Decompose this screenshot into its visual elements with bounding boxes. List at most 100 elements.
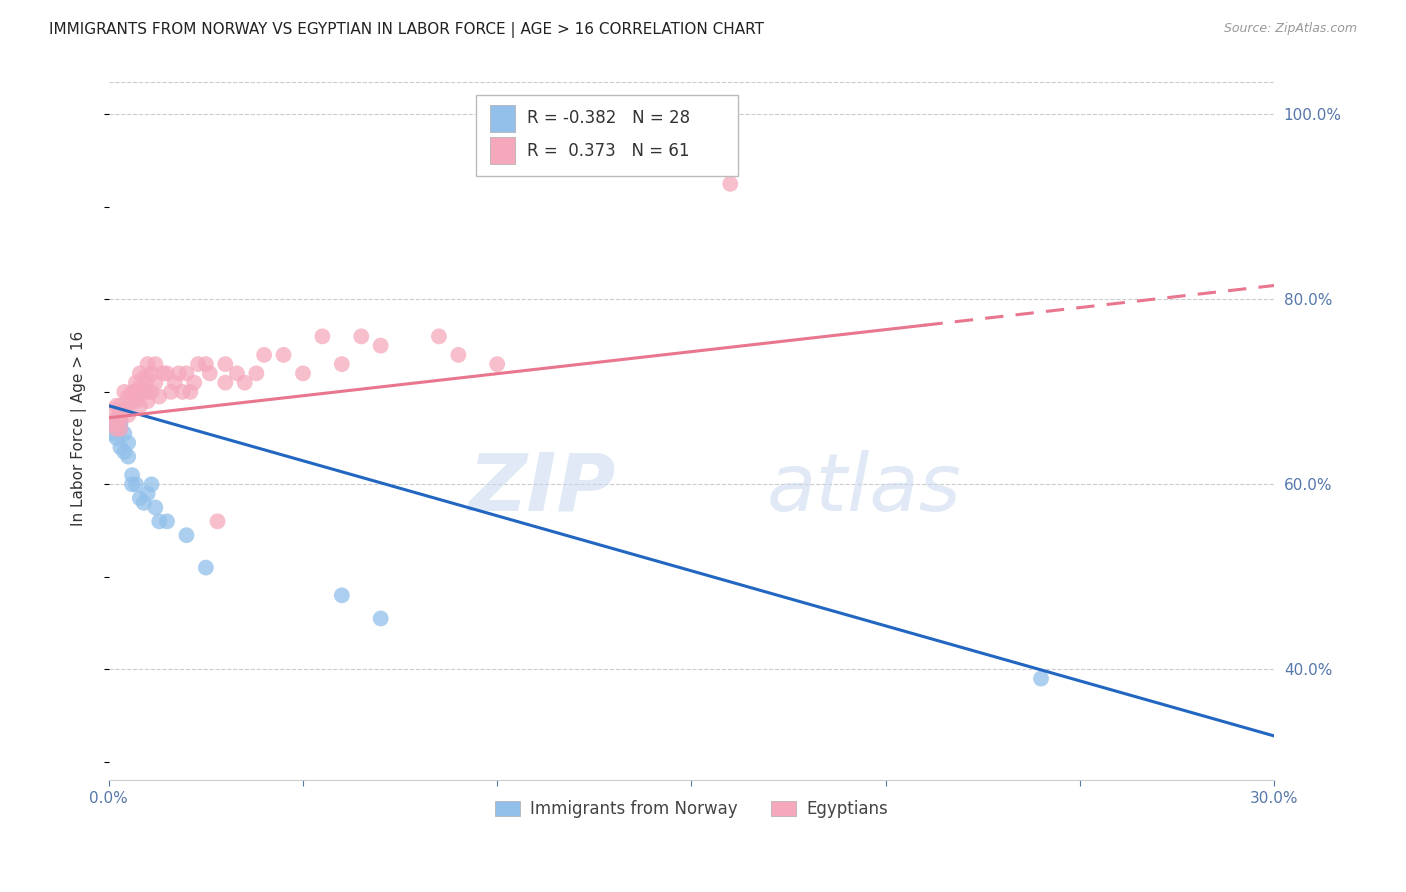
Point	[214, 357, 236, 371]
Point	[136, 371, 159, 385]
Point	[148, 514, 170, 528]
Point	[132, 371, 155, 385]
Point	[117, 435, 139, 450]
Point	[110, 422, 132, 436]
Point	[207, 514, 229, 528]
Point	[125, 477, 148, 491]
Point	[105, 412, 128, 426]
Point	[160, 384, 183, 399]
Point	[176, 528, 198, 542]
Point	[245, 367, 267, 381]
Point	[125, 394, 148, 409]
Point	[112, 403, 135, 417]
Point	[273, 348, 295, 362]
Text: IMMIGRANTS FROM NORWAY VS EGYPTIAN IN LABOR FORCE | AGE > 16 CORRELATION CHART: IMMIGRANTS FROM NORWAY VS EGYPTIAN IN LA…	[49, 22, 765, 38]
Point	[141, 367, 163, 381]
Point	[194, 560, 217, 574]
FancyBboxPatch shape	[475, 95, 738, 176]
Text: R = -0.382   N = 28: R = -0.382 N = 28	[527, 109, 690, 128]
FancyBboxPatch shape	[489, 105, 516, 131]
Point	[121, 384, 143, 399]
Point	[167, 367, 190, 381]
Point	[112, 445, 135, 459]
Legend: Immigrants from Norway, Egyptians: Immigrants from Norway, Egyptians	[488, 793, 894, 825]
Point	[101, 426, 124, 441]
Text: Source: ZipAtlas.com: Source: ZipAtlas.com	[1223, 22, 1357, 36]
Point	[330, 357, 353, 371]
Point	[101, 417, 124, 432]
Point	[110, 422, 132, 436]
Point	[156, 514, 179, 528]
Point	[125, 376, 148, 390]
Point	[110, 399, 132, 413]
Point	[350, 329, 373, 343]
Point	[176, 367, 198, 381]
Point	[110, 403, 132, 417]
Point	[194, 357, 217, 371]
Point	[330, 588, 353, 602]
Point	[110, 412, 132, 426]
Point	[105, 412, 128, 426]
Point	[136, 394, 159, 409]
Point	[141, 384, 163, 399]
Point	[101, 417, 124, 432]
Point	[291, 367, 314, 381]
Point	[198, 367, 221, 381]
Point	[128, 367, 150, 381]
Text: ZIP: ZIP	[468, 450, 616, 527]
Text: R =  0.373   N = 61: R = 0.373 N = 61	[527, 142, 689, 160]
Point	[110, 412, 132, 426]
Point	[447, 348, 470, 362]
Point	[121, 477, 143, 491]
Point	[1029, 672, 1052, 686]
Point	[156, 367, 179, 381]
Point	[105, 422, 128, 436]
Point	[183, 376, 205, 390]
Point	[136, 384, 159, 399]
Point	[112, 426, 135, 441]
Point	[486, 357, 509, 371]
FancyBboxPatch shape	[489, 137, 516, 164]
Point	[233, 376, 256, 390]
Point	[125, 384, 148, 399]
Point	[226, 367, 249, 381]
Point	[152, 367, 174, 381]
Point	[121, 468, 143, 483]
Point	[187, 357, 209, 371]
Point	[214, 376, 236, 390]
Point	[370, 338, 392, 352]
Point	[718, 177, 741, 191]
Point	[128, 491, 150, 506]
Point	[128, 380, 150, 394]
Point	[370, 611, 392, 625]
Point	[117, 450, 139, 464]
Point	[128, 399, 150, 413]
Point	[427, 329, 450, 343]
Point	[253, 348, 276, 362]
Point	[132, 384, 155, 399]
Point	[105, 431, 128, 445]
Y-axis label: In Labor Force | Age > 16: In Labor Force | Age > 16	[72, 331, 87, 526]
Point	[148, 390, 170, 404]
Point	[121, 394, 143, 409]
Point	[110, 417, 132, 432]
Point	[172, 384, 194, 399]
Point	[132, 496, 155, 510]
Point	[112, 384, 135, 399]
Point	[117, 390, 139, 404]
Point	[105, 422, 128, 436]
Text: atlas: atlas	[768, 450, 962, 527]
Point	[136, 357, 159, 371]
Point	[105, 399, 128, 413]
Point	[141, 477, 163, 491]
Point	[179, 384, 201, 399]
Point	[101, 403, 124, 417]
Point	[136, 486, 159, 500]
Point	[145, 500, 167, 515]
Point	[145, 357, 167, 371]
Point	[145, 376, 167, 390]
Point	[311, 329, 333, 343]
Point	[117, 408, 139, 422]
Point	[110, 441, 132, 455]
Point	[163, 376, 186, 390]
